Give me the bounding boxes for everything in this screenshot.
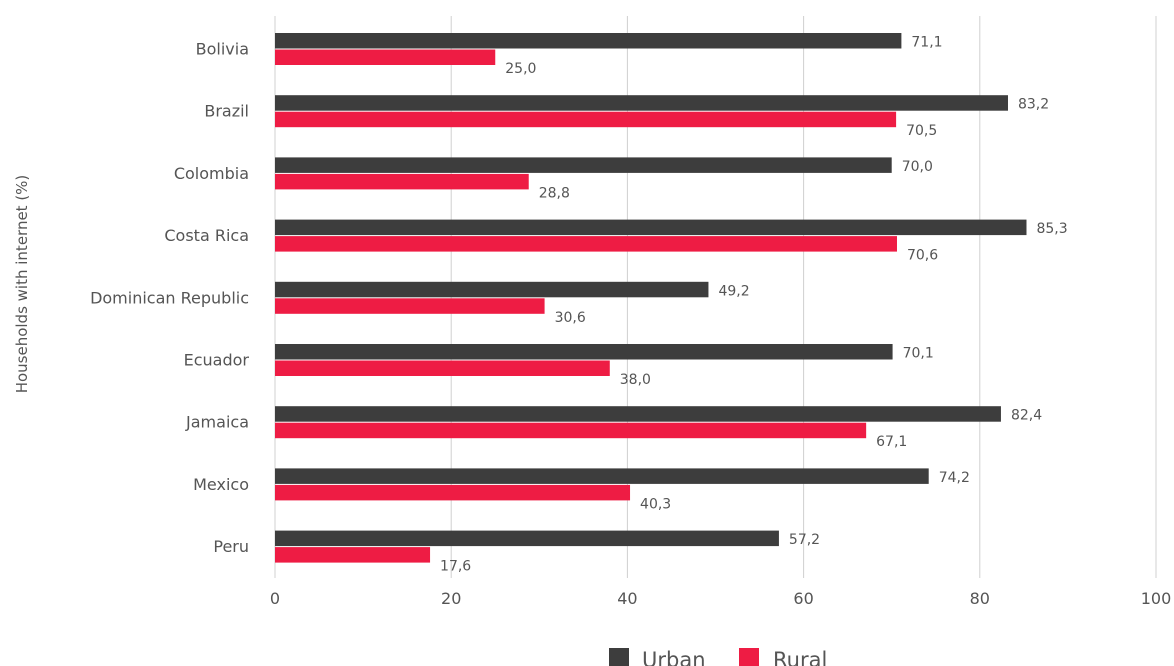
data-label-urban: 70,1 — [903, 346, 934, 362]
bar-urban — [275, 281, 709, 298]
bar-urban — [275, 157, 892, 173]
bar-urban — [275, 219, 1027, 236]
bar-urban — [275, 33, 902, 49]
data-label-rural: 38,0 — [620, 372, 651, 388]
data-label-rural: 40,3 — [640, 496, 671, 512]
data-label-urban: 57,2 — [789, 532, 820, 548]
bar-urban — [275, 406, 1001, 422]
x-tick-label: 100 — [1141, 589, 1172, 608]
bar-rural — [275, 236, 897, 252]
bar-rural — [275, 173, 529, 190]
y-axis-title: Households with internet (%) — [13, 175, 31, 394]
data-label-urban: 74,2 — [939, 470, 970, 486]
category-label: Dominican Republic — [90, 288, 249, 307]
labels: 0 20 40 60 80 100 Bolivia 71,1 25,0 Brazil 83,2 70,… — [90, 35, 1171, 609]
data-label-urban: 70,0 — [902, 159, 933, 175]
data-label-rural: 28,8 — [539, 185, 570, 201]
data-label-urban: 82,4 — [1011, 408, 1042, 424]
legend-swatch-rural — [739, 648, 759, 666]
bar-rural — [275, 298, 545, 314]
data-label-rural: 30,6 — [555, 310, 586, 326]
bar-rural — [275, 422, 867, 439]
legend: Urban Rural — [609, 648, 827, 666]
bar-urban — [275, 344, 893, 360]
bar-rural — [275, 360, 610, 376]
x-tick-label: 60 — [793, 589, 813, 608]
x-tick-label: 80 — [970, 589, 990, 608]
x-tick-label: 20 — [441, 589, 461, 608]
data-label-urban: 71,1 — [911, 35, 942, 51]
legend-swatch-urban — [609, 648, 629, 666]
bar-urban — [275, 530, 779, 547]
bar-rural — [275, 484, 631, 501]
category-label: Mexico — [193, 475, 249, 494]
data-label-rural: 25,0 — [505, 61, 536, 77]
data-label-rural: 70,6 — [907, 248, 938, 264]
category-label: Colombia — [174, 164, 249, 183]
bar-urban — [275, 468, 929, 484]
x-tick-label: 0 — [270, 589, 280, 608]
category-label: Jamaica — [185, 413, 249, 432]
data-label-rural: 17,6 — [440, 559, 471, 575]
category-label: Brazil — [204, 102, 249, 121]
category-label: Bolivia — [196, 40, 249, 59]
data-label-urban: 83,2 — [1018, 97, 1049, 113]
bar-rural — [275, 111, 897, 128]
category-label: Ecuador — [184, 351, 250, 370]
data-label-rural: 67,1 — [876, 434, 907, 450]
bar-rural — [275, 49, 496, 65]
data-label-urban: 49,2 — [718, 283, 749, 299]
bars — [275, 33, 1027, 563]
x-tick-label: 40 — [617, 589, 637, 608]
category-label: Peru — [213, 537, 249, 556]
bar-rural — [275, 547, 431, 563]
data-label-rural: 70,5 — [906, 123, 937, 139]
legend-label-rural: Rural — [773, 648, 827, 666]
legend-label-urban: Urban — [642, 648, 706, 666]
category-label: Costa Rica — [164, 226, 249, 245]
data-label-urban: 85,3 — [1036, 221, 1067, 237]
bar-urban — [275, 95, 1008, 111]
